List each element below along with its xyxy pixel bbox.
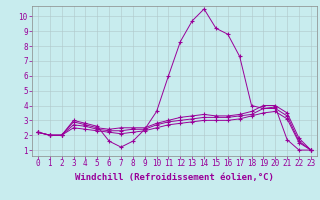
X-axis label: Windchill (Refroidissement éolien,°C): Windchill (Refroidissement éolien,°C) — [75, 173, 274, 182]
